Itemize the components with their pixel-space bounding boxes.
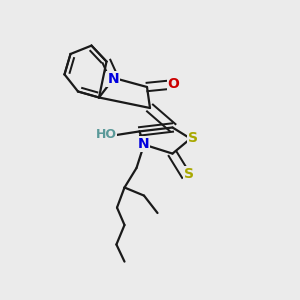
Text: N: N <box>107 72 119 86</box>
Text: HO: HO <box>95 128 116 142</box>
Text: N: N <box>137 137 149 151</box>
Text: S: S <box>188 131 198 145</box>
Text: O: O <box>167 77 179 91</box>
Text: S: S <box>184 167 194 181</box>
